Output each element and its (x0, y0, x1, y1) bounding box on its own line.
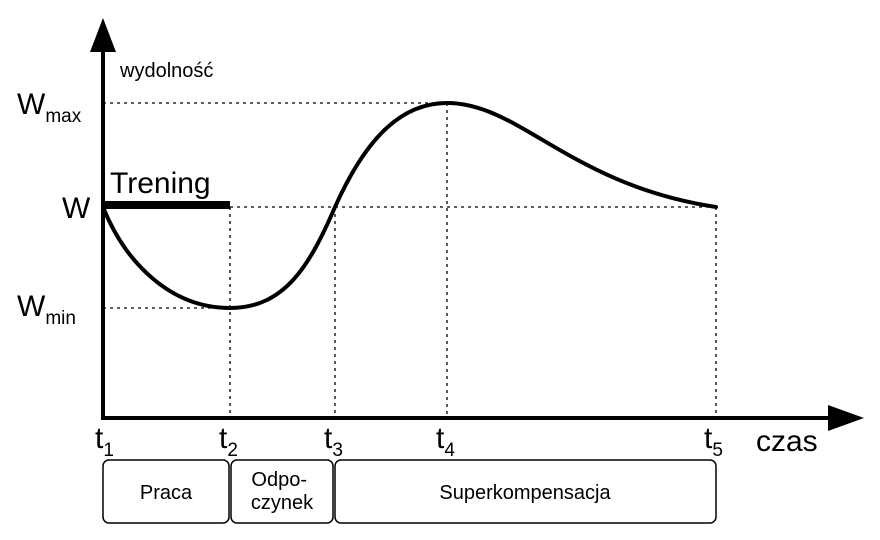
y-level-main: W (62, 192, 91, 225)
x-tick-main: t (436, 422, 445, 455)
x-tick-label-t4: t4 (436, 422, 455, 461)
x-axis-arrow-icon (828, 405, 864, 431)
x-tick-main: t (704, 422, 713, 455)
phase-label-superkompensacja: Superkompensacja (439, 482, 611, 504)
x-tick-label-t2: t2 (219, 422, 238, 461)
phase-label-odpoczynek: Odpo- czynek (251, 469, 314, 514)
x-axis-title: czas (756, 425, 818, 458)
y-level-label-w: W (62, 192, 91, 225)
phase-box-praca (102, 459, 230, 524)
axes (90, 18, 864, 431)
phase-boxes: Praca Odpo- czynek Superkompensacja (102, 459, 717, 524)
x-tick-label-t1: t1 (95, 422, 114, 461)
performance-curve (101, 100, 718, 311)
phase-label-praca: Praca (140, 482, 193, 504)
y-level-label-wmax: Wmax (17, 88, 82, 127)
x-tick-sub: 5 (712, 440, 723, 461)
y-axis-arrow-icon (90, 18, 116, 52)
phase-box-superkompensacja (334, 459, 717, 524)
x-tick-main: t (95, 422, 104, 455)
x-tick-sub: 2 (227, 440, 238, 461)
x-tick-sub: 3 (332, 440, 343, 461)
x-tick-sub: 1 (103, 440, 114, 461)
training-label: Trening (110, 167, 211, 200)
y-level-sub: min (45, 308, 76, 329)
guide-lines (103, 102, 717, 418)
phase-box-odpoczynek (230, 459, 334, 524)
y-level-sub: max (45, 106, 81, 127)
x-tick-label-t3: t3 (324, 422, 343, 461)
y-level-main: W (17, 290, 46, 323)
phase-label-line2: czynek (251, 492, 314, 514)
x-tick-sub: 4 (444, 440, 455, 461)
phase-label-line1: Odpo- (251, 469, 307, 491)
y-level-main: W (17, 88, 46, 121)
x-tick-main: t (324, 422, 333, 455)
y-level-label-wmin: Wmin (17, 290, 76, 329)
x-tick-main: t (219, 422, 228, 455)
x-tick-label-t5: t5 (704, 422, 723, 461)
y-axis-title: wydolność (119, 60, 213, 82)
